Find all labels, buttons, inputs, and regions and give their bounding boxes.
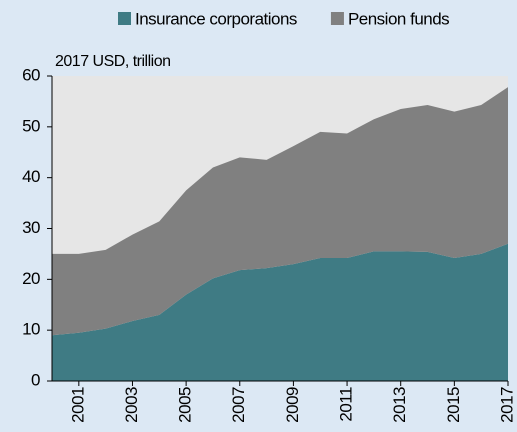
- legend-swatch: [330, 12, 344, 25]
- y-tick-label: 20: [22, 269, 40, 288]
- x-tick-label: 2005: [176, 387, 195, 423]
- x-tick-label: 2003: [122, 387, 141, 423]
- y-tick-label: 50: [22, 116, 40, 135]
- x-tick-label: 2011: [337, 387, 356, 422]
- x-tick-label: 2013: [390, 387, 409, 423]
- y-tick-label: 40: [22, 167, 40, 186]
- area: [52, 243, 508, 381]
- legend-label: Pension funds: [348, 9, 449, 28]
- x-tick-label: 2017: [497, 387, 516, 423]
- y-tick-label: 30: [22, 218, 40, 237]
- y-tick-label: 60: [22, 65, 40, 84]
- area: [52, 87, 508, 336]
- x-tick-label: 2015: [444, 387, 463, 423]
- x-tick-label: 2009: [283, 387, 302, 423]
- y-axis-label: 2017 USD, trillion: [55, 53, 171, 70]
- legend-label: Insurance corporations: [135, 9, 297, 28]
- y-tick-label: 0: [31, 370, 40, 389]
- legend-swatch: [118, 12, 131, 25]
- x-tick-label: 2001: [68, 387, 87, 423]
- y-tick-label: 10: [22, 320, 40, 339]
- x-tick-label: 2007: [229, 387, 248, 423]
